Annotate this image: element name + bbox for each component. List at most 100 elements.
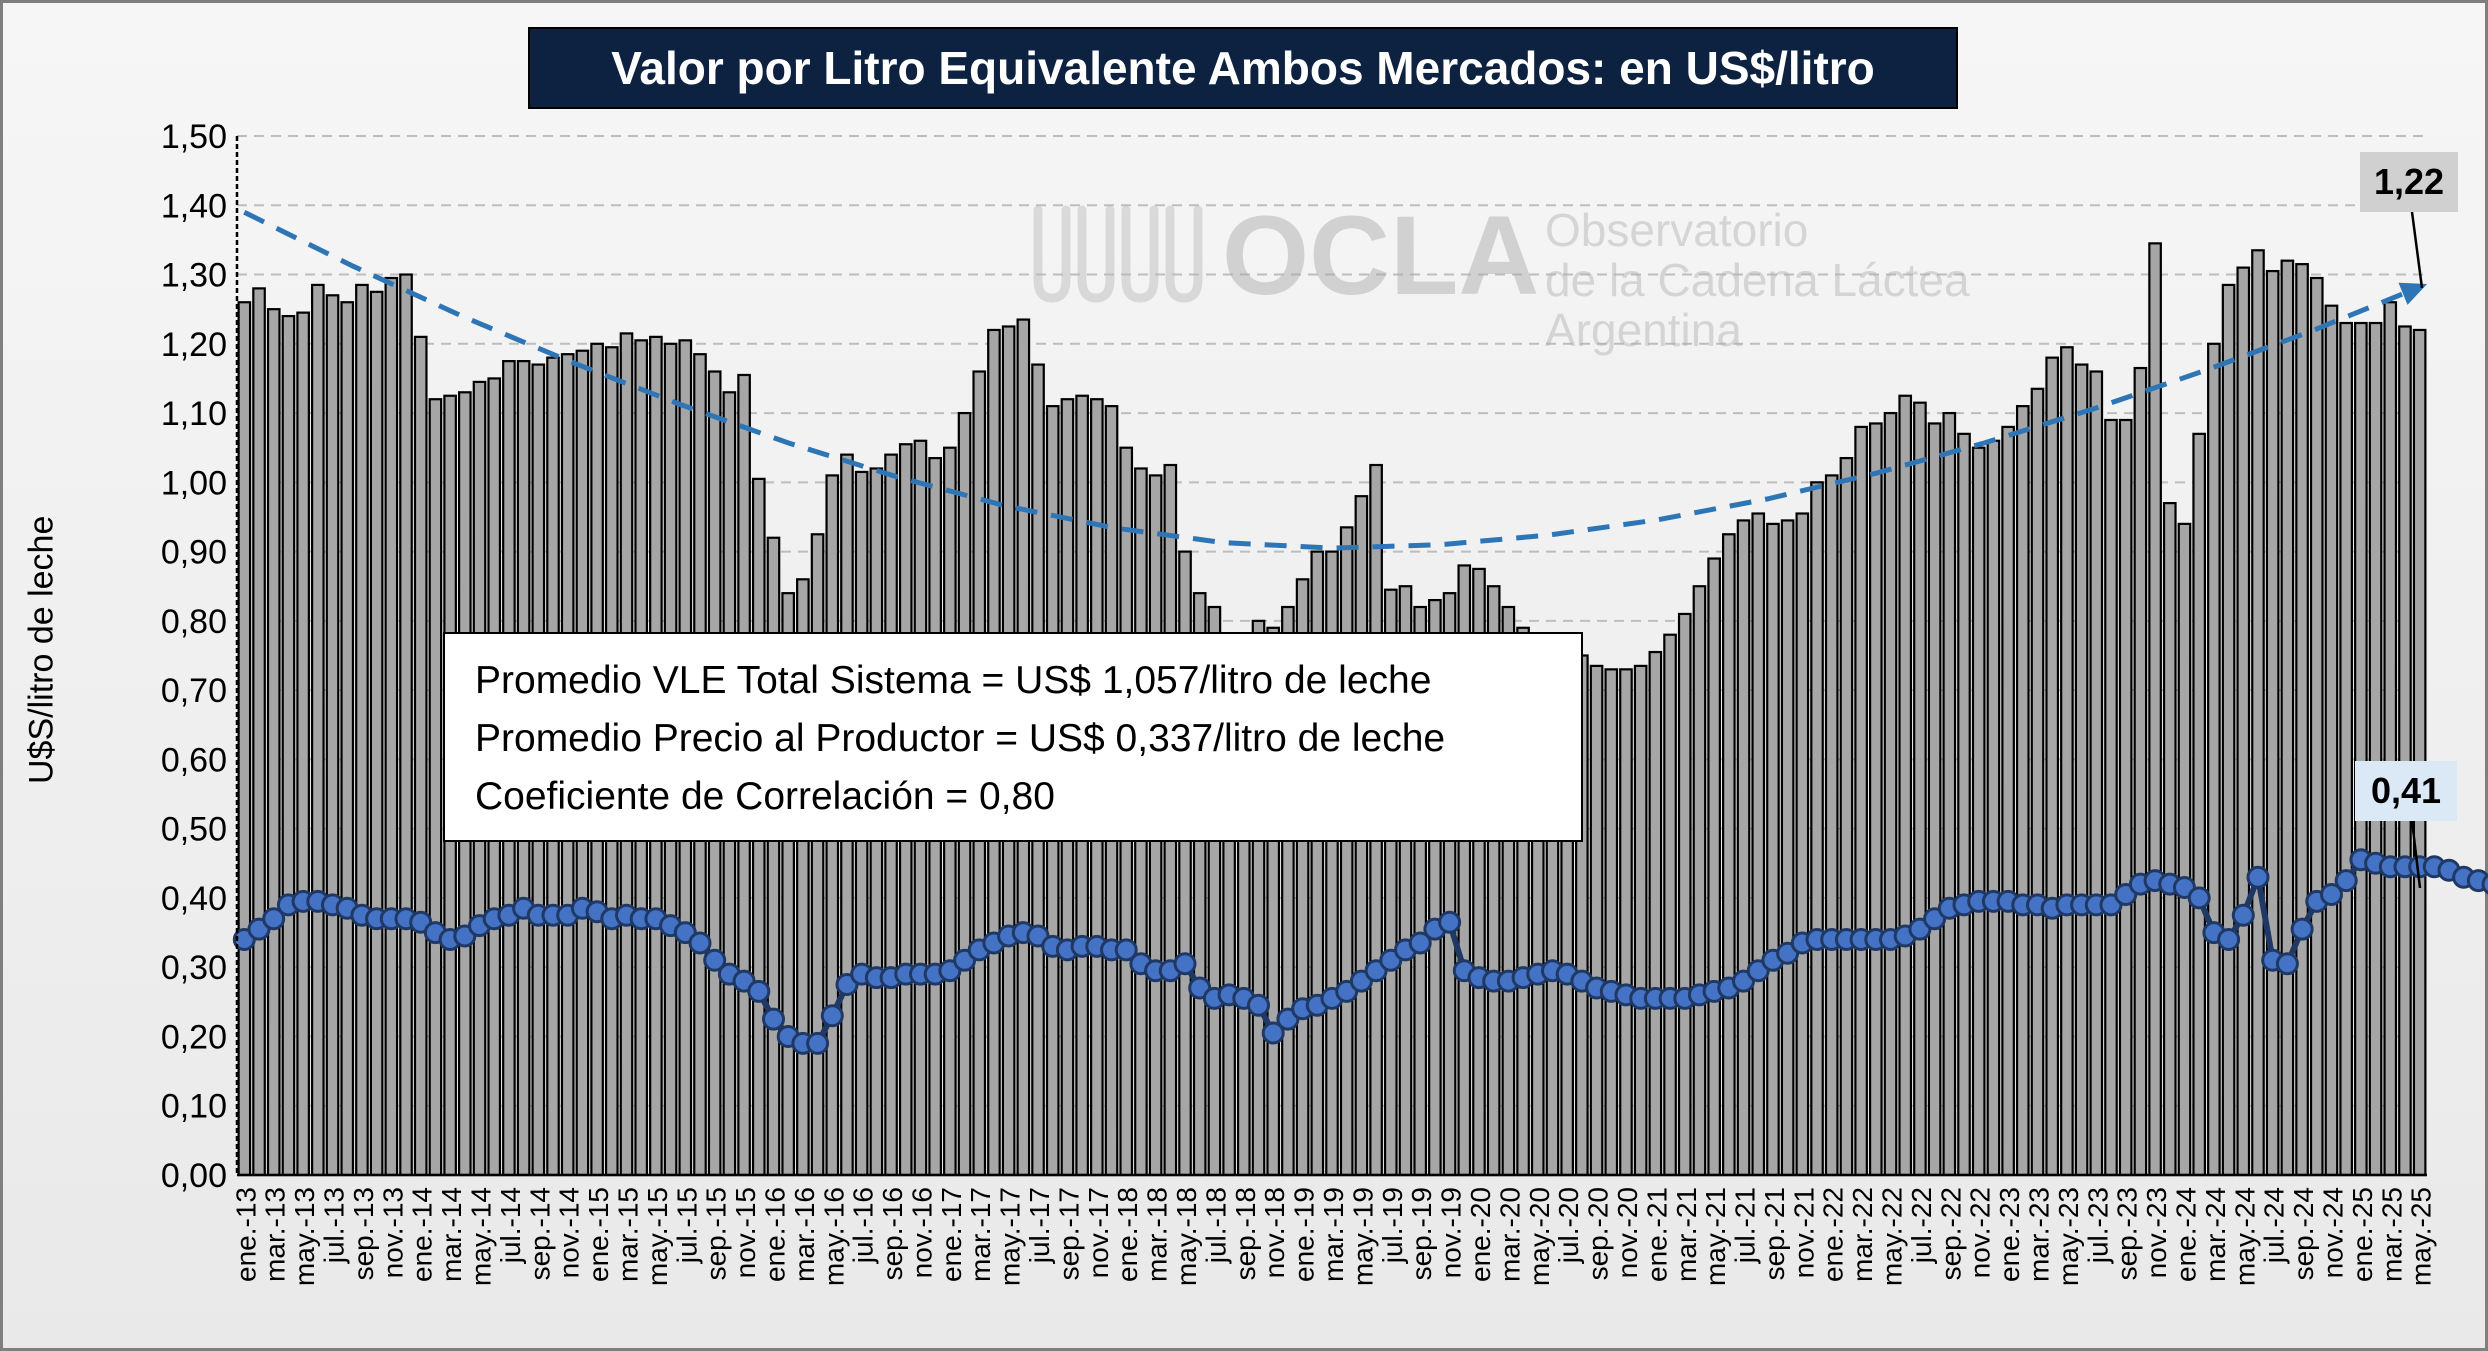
bar (1839, 456, 1854, 1177)
bar (2265, 269, 2280, 1177)
price-point (2334, 869, 2358, 893)
y-tick-label: 0,90 (161, 534, 227, 572)
x-tick-label: ene.-19 (1289, 1187, 1320, 1282)
bar (2089, 370, 2104, 1177)
stats-box: Promedio VLE Total Sistema = US$ 1,057/l… (443, 632, 1583, 842)
bar (340, 301, 355, 1177)
bar (2339, 321, 2353, 1177)
x-tick-label: nov.-20 (1612, 1187, 1643, 1278)
bar (2280, 259, 2295, 1177)
x-tick-label: sep.-17 (1053, 1187, 1084, 1280)
x-tick-label: nov.-22 (1965, 1187, 1996, 1278)
x-tick-label: may.-15 (642, 1187, 673, 1286)
x-tick-label: nov.-15 (730, 1187, 761, 1278)
y-tick-label: 0,10 (161, 1088, 227, 1126)
trend-line (243, 209, 2421, 551)
y-axis-label: U$S/litro de leche (23, 516, 62, 784)
bar (2236, 266, 2251, 1177)
x-tick-label: nov.-23 (2141, 1187, 2172, 1278)
bar (1942, 411, 1957, 1177)
bar (1986, 439, 2001, 1177)
price-point (2320, 883, 2343, 906)
x-tick-label: sep.-19 (1406, 1187, 1437, 1280)
x-tick-label: ene.-14 (407, 1187, 438, 1282)
bar (1722, 533, 1736, 1177)
x-tick-label: mar.-19 (1318, 1187, 1349, 1282)
price-point (820, 1004, 844, 1028)
chart-title: Valor por Litro Equivalente Ambos Mercad… (528, 27, 1958, 109)
x-tick-label: may.-13 (289, 1187, 320, 1286)
bar (2295, 263, 2309, 1177)
bar (2354, 321, 2368, 1177)
x-tick-label: ene.-25 (2347, 1187, 2378, 1282)
bar (1927, 422, 1942, 1177)
bar (1736, 519, 1751, 1177)
bar (1604, 668, 1619, 1177)
bar (2207, 342, 2221, 1177)
price-point (2290, 917, 2314, 941)
bar (2104, 418, 2118, 1177)
x-tick-label: mar.-25 (2376, 1187, 2407, 1282)
x-tick-label: mar.-18 (1142, 1187, 1173, 1282)
x-tick-label: sep.-21 (1759, 1187, 1790, 1280)
y-tick-label: 1,10 (161, 395, 227, 433)
y-tick-label: 0,30 (161, 949, 227, 987)
bar (2324, 304, 2339, 1177)
bar (1663, 633, 1677, 1177)
bar (2118, 418, 2133, 1177)
price-point (2187, 886, 2211, 910)
y-tick-label: 1,40 (161, 187, 227, 225)
bar (252, 287, 266, 1177)
price-point (2231, 903, 2255, 927)
x-tick-label: jul.-17 (1024, 1187, 1055, 1264)
y-tick-label: 1,30 (161, 257, 227, 295)
x-tick-label: mar.-24 (2200, 1187, 2231, 1282)
bar (1619, 668, 1633, 1177)
price-point (2275, 952, 2299, 976)
x-tick-label: mar.-15 (613, 1187, 644, 1282)
x-tick-label: ene.-22 (1818, 1187, 1849, 1282)
bar (1795, 512, 1810, 1177)
x-tick-label: sep.-22 (1935, 1187, 1966, 1280)
x-tick-label: mar.-22 (1847, 1187, 1878, 1282)
x-tick-label: jul.-18 (1200, 1187, 1231, 1264)
bar (2133, 366, 2148, 1177)
watermark-line-2: de la Cadena Láctea (1545, 254, 1970, 306)
bar (1633, 664, 1648, 1177)
bar (355, 283, 369, 1177)
bar (2030, 387, 2045, 1177)
bar (2045, 356, 2060, 1177)
y-tick-label: 1,00 (161, 464, 227, 502)
bar (1971, 446, 1986, 1177)
price-point (1261, 1021, 1285, 1045)
last-price-callout: 0,41 (2355, 761, 2457, 821)
y-tick-label: 0,60 (161, 741, 227, 779)
bar (1868, 422, 1883, 1177)
x-tick-label: jul.-15 (671, 1187, 702, 1264)
price-point (2217, 928, 2241, 951)
x-tick-label: jul.-23 (2082, 1187, 2113, 1264)
x-tick-label: mar.-20 (1494, 1187, 1525, 1282)
callout-vle-leader (2410, 211, 2424, 289)
bar (2192, 432, 2207, 1177)
x-tick-label: mar.-14 (436, 1187, 467, 1282)
trend-arrowhead (2398, 282, 2428, 305)
stat-avg-price: Promedio Precio al Productor = US$ 0,337… (475, 717, 1446, 760)
bar (810, 533, 825, 1177)
price-point (806, 1031, 830, 1055)
watermark-line-3: Argentina (1545, 304, 1742, 356)
y-tick-label: 0,50 (161, 811, 227, 849)
bar (311, 283, 325, 1177)
x-tick-label: nov.-18 (1259, 1187, 1290, 1278)
x-tick-label: nov.-14 (554, 1187, 585, 1278)
x-tick-label: sep.-13 (348, 1187, 379, 1280)
x-tick-label: nov.-19 (1436, 1187, 1467, 1278)
x-tick-label: sep.-15 (701, 1187, 732, 1280)
x-tick-label: sep.-20 (1583, 1187, 1614, 1280)
x-tick-label: jul.-13 (319, 1187, 350, 1264)
last-vle-callout: 1,22 (2360, 152, 2458, 212)
callout-price-leader (2410, 820, 2422, 889)
bar (369, 290, 384, 1177)
x-tick-label: may.-16 (818, 1187, 849, 1286)
bar (2368, 321, 2383, 1177)
